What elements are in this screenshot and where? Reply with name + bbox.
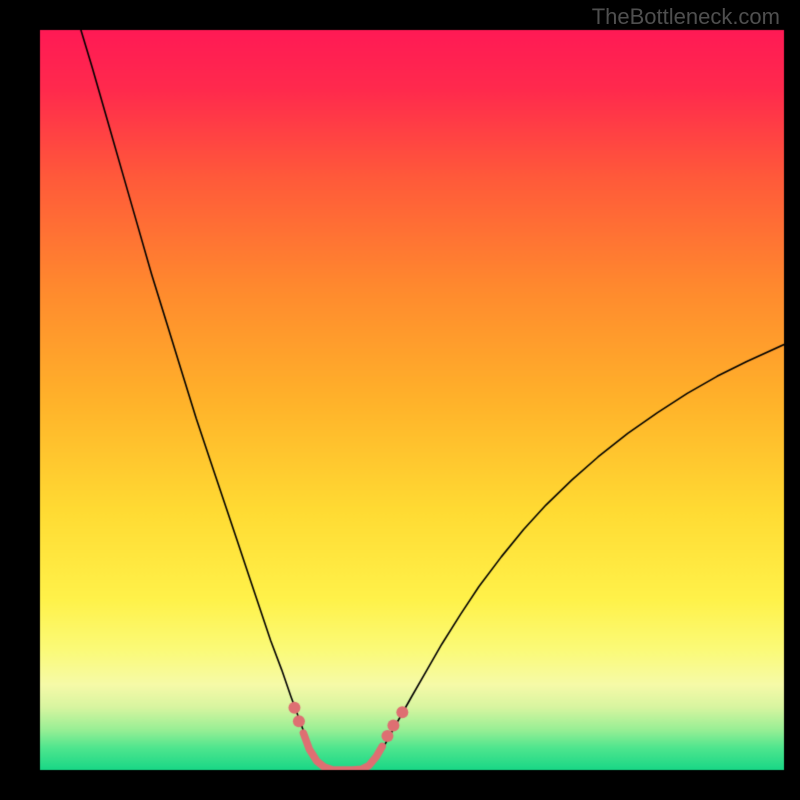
bottleneck-chart-canvas xyxy=(0,0,800,800)
watermark-text: TheBottleneck.com xyxy=(592,4,780,30)
chart-frame: TheBottleneck.com xyxy=(0,0,800,800)
